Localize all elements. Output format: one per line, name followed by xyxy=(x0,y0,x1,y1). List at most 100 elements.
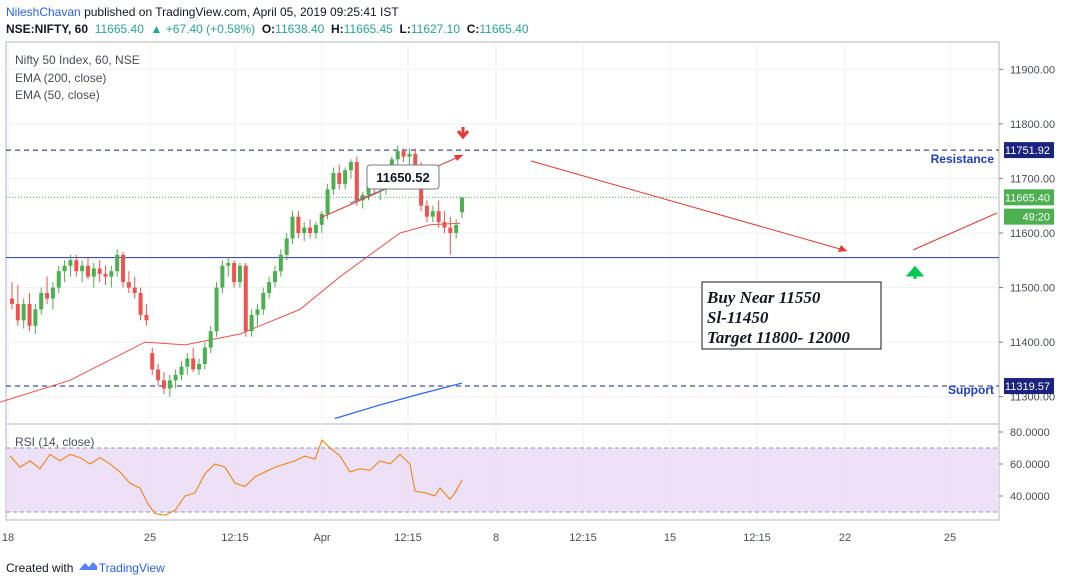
candle-body xyxy=(144,314,149,321)
time-axis[interactable]: 18 25 12:15 Apr 12:15 8 12:15 15 12:15 22 25 xyxy=(2,532,956,544)
price-tick-label: 11900.00 xyxy=(1010,64,1055,76)
tradingview-brand[interactable]: TradingView xyxy=(98,561,165,575)
price-badge-label: 11751.92 xyxy=(1005,145,1050,157)
trade-note-box[interactable] xyxy=(701,281,882,350)
candle-body xyxy=(424,205,429,217)
time-tick-label: 8 xyxy=(493,532,499,544)
ema50-legend[interactable]: EMA (50, close) xyxy=(15,88,100,102)
candle-body xyxy=(313,224,318,233)
projection-line-up[interactable] xyxy=(912,212,998,251)
series-title[interactable]: Nifty 50 Index, 60, NSE xyxy=(15,53,140,67)
candle-body xyxy=(10,298,14,304)
price-badge xyxy=(1004,189,1054,206)
rsi-tick-label: 40.0000 xyxy=(1010,491,1050,503)
callout-text: 11650.52 xyxy=(376,170,430,185)
trade-note-line-3: Target 11800- 12000 xyxy=(707,328,850,347)
candle-body xyxy=(179,366,184,375)
candle-body xyxy=(132,287,137,294)
candle-body xyxy=(413,153,418,168)
time-tick-label: 25 xyxy=(944,532,956,544)
chart-frame xyxy=(5,41,1000,521)
candle-body xyxy=(45,293,50,299)
candle-body xyxy=(33,309,38,326)
candle-body xyxy=(430,211,435,217)
candle-body xyxy=(214,287,219,332)
price-badge-label: 11665.40 xyxy=(1005,192,1050,204)
high-value: 11665.45 xyxy=(343,22,393,36)
candle-body xyxy=(15,303,20,321)
price-badges: 11751.92 11665.40 49:20 11319.57 xyxy=(1004,142,1054,395)
candle-body xyxy=(202,347,207,364)
rsi-pane xyxy=(6,439,999,516)
candle-body xyxy=(220,265,225,288)
candle-body xyxy=(343,170,348,184)
candle-body xyxy=(272,271,277,283)
chart-canvas[interactable]: 11650.52 Buy Near 11550 Sl-11450 Target … xyxy=(0,0,1069,560)
candle-body xyxy=(80,265,85,272)
price-tick-label: 11300.00 xyxy=(1010,392,1055,404)
drawings: 11650.52 Buy Near 11550 Sl-11450 Target … xyxy=(319,127,998,397)
time-tick-label: 25 xyxy=(144,532,156,544)
price-badge xyxy=(1004,378,1054,395)
candle-body xyxy=(325,189,330,214)
symbol-label: NSE:NIFTY, 60 xyxy=(6,22,89,36)
callout-pointer xyxy=(349,188,386,204)
candle-body xyxy=(232,263,237,283)
close-label: C: xyxy=(466,22,480,36)
rsi-tick-label: 60.0000 xyxy=(1010,459,1050,471)
candle-body xyxy=(191,358,196,370)
candle-body xyxy=(27,303,32,326)
candle-body xyxy=(56,271,61,288)
ohlc-bar: NSE:NIFTY, 60 11665.40 ▲ +67.40 (+0.58%)… xyxy=(6,22,529,36)
candle-body xyxy=(21,303,26,321)
rsi-legend[interactable]: RSI (14, close) xyxy=(15,435,94,449)
time-tick-label: 22 xyxy=(839,532,851,544)
candle-body xyxy=(460,197,464,213)
candle-body xyxy=(39,293,44,310)
candle-body xyxy=(454,224,459,233)
candle-body xyxy=(442,222,447,228)
candle-body xyxy=(448,227,453,233)
author-name[interactable]: NileshChavan xyxy=(6,5,81,19)
candle-body xyxy=(197,363,202,370)
candle-body xyxy=(348,162,353,171)
trade-note-line-1: Buy Near 11550 xyxy=(706,288,821,307)
candle-body xyxy=(290,216,295,239)
candle-body xyxy=(62,265,67,272)
candle-body xyxy=(407,153,412,157)
time-tick-label: 18 xyxy=(2,532,14,544)
down-arrow-icon xyxy=(456,127,470,140)
rsi-axis[interactable]: 80.0000 60.0000 40.0000 xyxy=(999,427,1050,503)
time-tick-label: 12:15 xyxy=(743,532,771,544)
candle-body xyxy=(50,287,55,299)
ema-lines xyxy=(0,222,463,420)
tradingview-logo-icon xyxy=(78,562,97,570)
price-axis[interactable]: 11900.00 11800.00 11700.00 11600.00 11500.00… xyxy=(999,64,1055,404)
rsi-tick-label: 80.0000 xyxy=(1010,427,1050,439)
ema50-line xyxy=(0,222,461,403)
price-tick-label: 11800.00 xyxy=(1010,119,1055,131)
price-tick-label: 11600.00 xyxy=(1010,228,1055,240)
candle-body xyxy=(401,151,406,157)
projection-line-down[interactable] xyxy=(530,160,848,252)
candle-body xyxy=(161,380,166,389)
candle-body xyxy=(208,331,213,348)
candle-body xyxy=(255,309,260,315)
candle-body xyxy=(85,265,90,277)
support-label: Support xyxy=(948,383,994,397)
candle-body xyxy=(296,216,301,233)
open-label: O: xyxy=(261,22,276,36)
candle-body xyxy=(103,273,108,277)
time-tick-label: 12:15 xyxy=(221,532,249,544)
callout-box[interactable] xyxy=(366,164,440,190)
candle-body xyxy=(91,268,96,277)
candle-body xyxy=(308,227,313,233)
candle-body xyxy=(261,293,266,310)
time-tick-label: 12:15 xyxy=(569,532,597,544)
price-badge-label: 49:20 xyxy=(1022,212,1050,224)
gridlines xyxy=(6,42,999,520)
price-badge xyxy=(1004,208,1054,225)
candle-body xyxy=(395,151,400,160)
ema200-legend[interactable]: EMA (200, close) xyxy=(15,71,106,85)
candle-body xyxy=(74,260,79,272)
